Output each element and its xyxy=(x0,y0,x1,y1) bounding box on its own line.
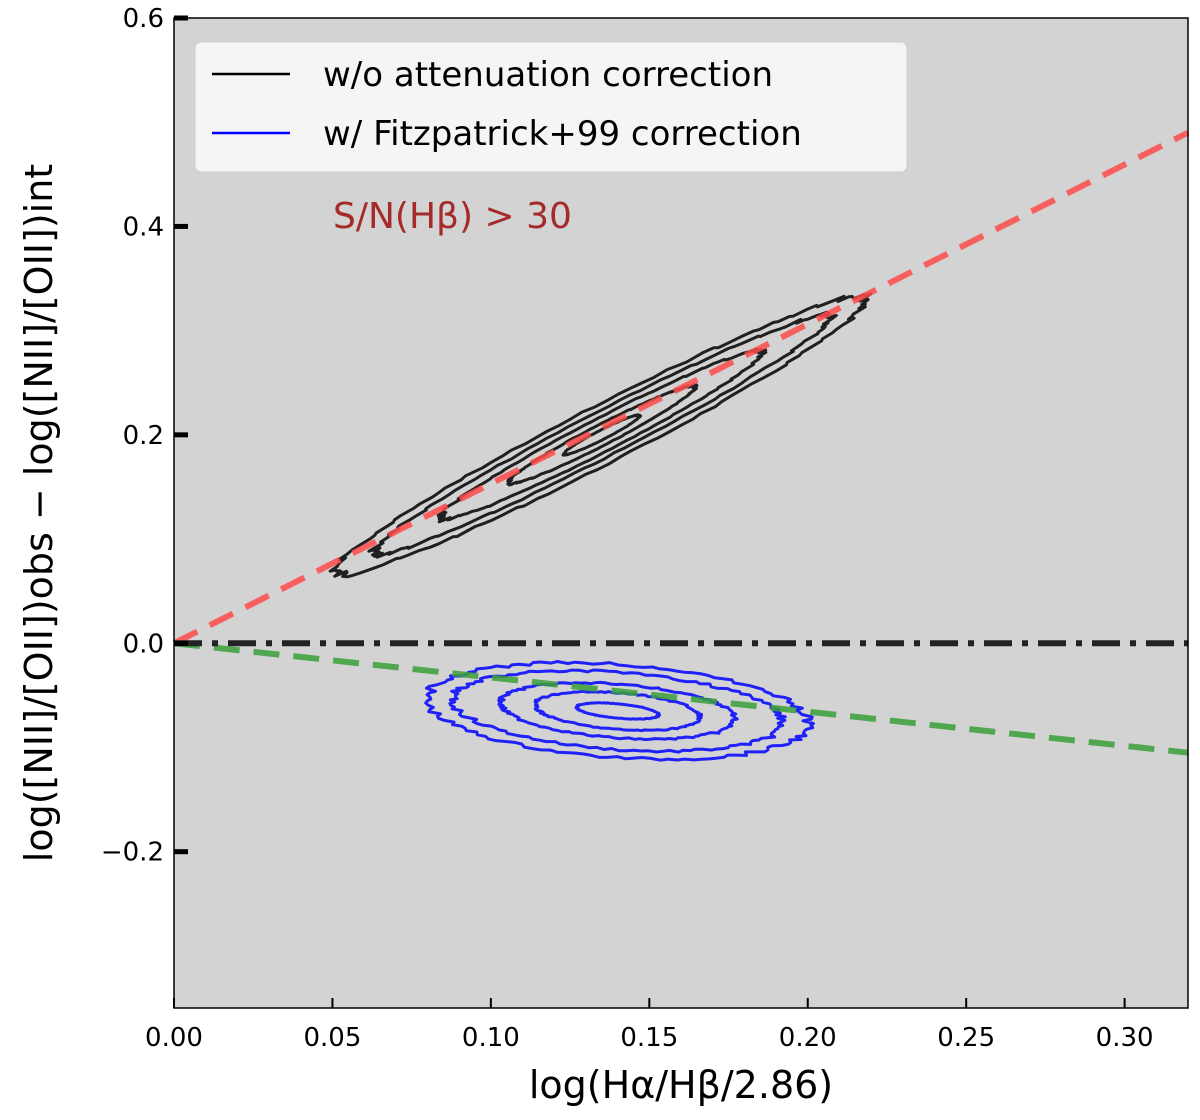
contour-layer xyxy=(328,292,873,762)
contour-level-4 xyxy=(574,701,662,721)
contour-group-blue xyxy=(424,660,815,762)
contour-level-2 xyxy=(436,347,768,524)
contour-level-1 xyxy=(448,668,787,754)
plot-frame xyxy=(173,17,1189,1009)
y-tick-label: 0.2 xyxy=(123,421,164,451)
y-tick-label: −0.2 xyxy=(101,838,164,868)
x-tick-label: 0.25 xyxy=(937,1023,995,1053)
legend-box xyxy=(194,41,908,173)
contour-level-0 xyxy=(424,660,815,762)
reference-line-1 xyxy=(173,640,1189,756)
y-axis: −0.2 0.0 0.2 0.4 0.6 xyxy=(101,4,188,868)
y-tick-label: 0.4 xyxy=(123,212,164,242)
y-tick-label: 0.0 xyxy=(123,629,164,659)
x-tick-label: 0.00 xyxy=(145,1023,203,1053)
legend-label-blue: w/ Fitzpatrick+99 correction xyxy=(323,114,802,154)
contour-level-2 xyxy=(497,680,739,742)
reference-lines xyxy=(172,129,1190,756)
contour-level-1 xyxy=(367,310,838,559)
x-tick-label: 0.30 xyxy=(1096,1023,1154,1053)
x-tick-label: 0.15 xyxy=(620,1023,678,1053)
contour-level-0 xyxy=(328,292,873,579)
contour-level-3 xyxy=(533,689,704,733)
y-tick-label: 0.6 xyxy=(123,4,164,34)
contour-level-3 xyxy=(506,383,699,487)
plot-area xyxy=(174,18,1188,1008)
x-axis: 0.00 0.05 0.10 0.15 0.20 0.25 0.30 xyxy=(145,998,1154,1053)
snr-annotation: S/N(Hβ) > 30 xyxy=(333,196,572,237)
contour-group-black xyxy=(328,292,873,579)
x-tick-label: 0.10 xyxy=(462,1023,520,1053)
x-tick-label: 0.20 xyxy=(779,1023,837,1053)
legend: w/o attenuation correction w/ Fitzpatric… xyxy=(194,41,908,173)
legend-label-black: w/o attenuation correction xyxy=(323,55,773,95)
x-tick-label: 0.05 xyxy=(303,1023,361,1053)
y-axis-title: log([NII]/[OII])obs − log([NII]/[OII])in… xyxy=(17,164,61,862)
x-axis-title: log(Hα/Hβ/2.86) xyxy=(529,1063,833,1107)
reference-line-0 xyxy=(172,129,1190,646)
